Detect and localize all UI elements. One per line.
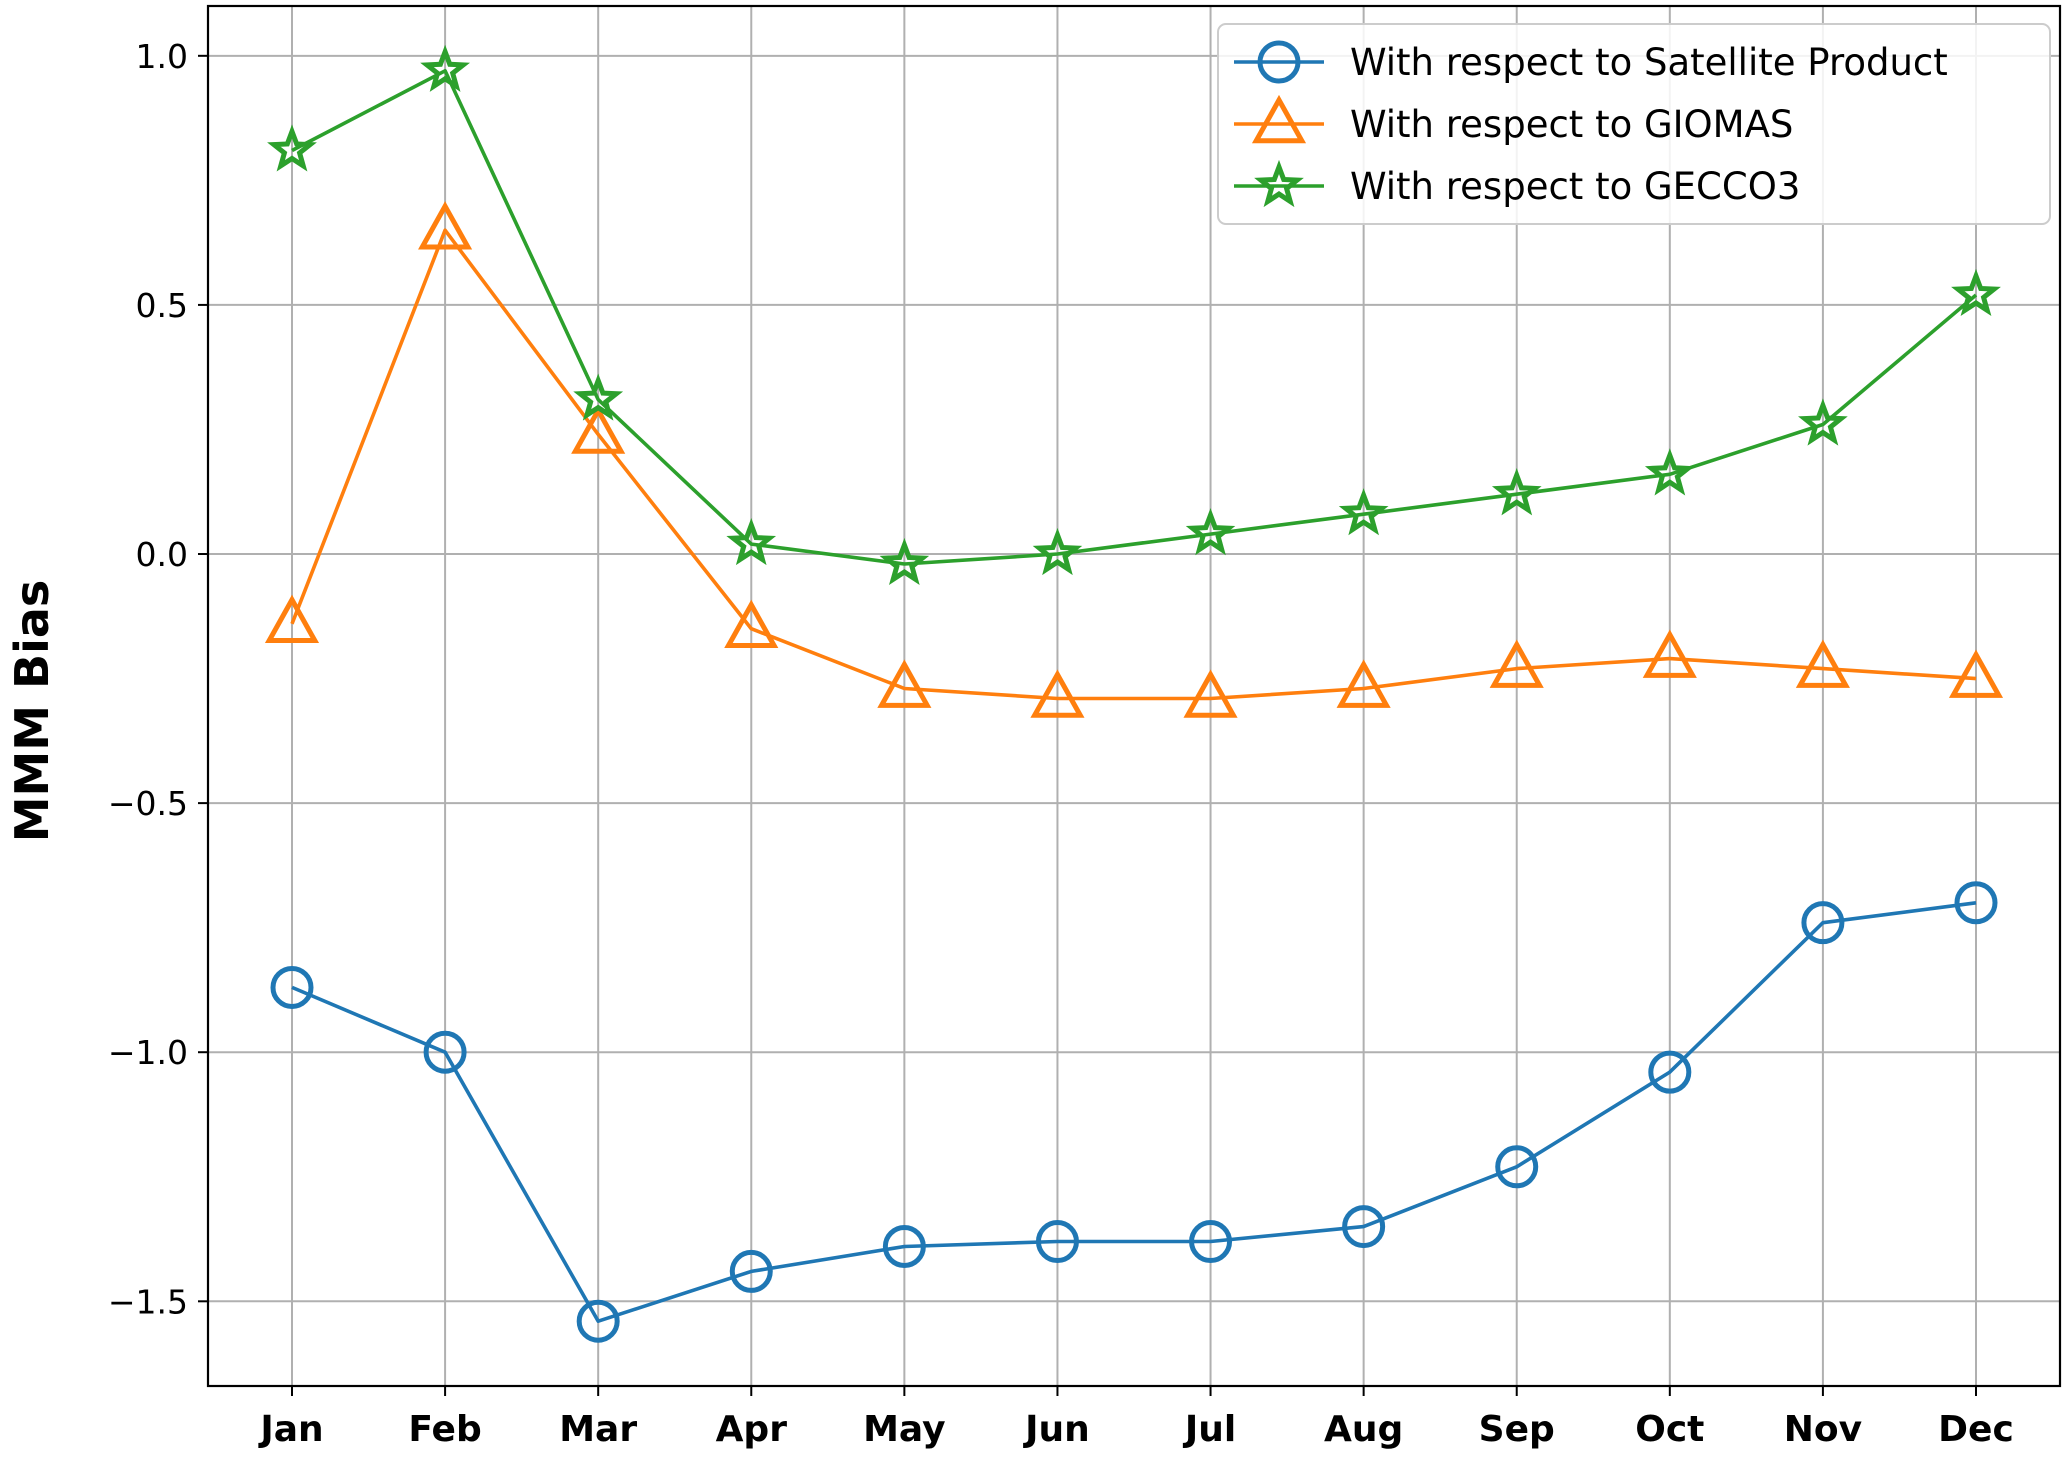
series-1 — [270, 881, 1998, 1343]
legend-marker — [1257, 40, 1301, 84]
x-tick-label: Aug — [1324, 1409, 1403, 1450]
data-point-marker — [1342, 1205, 1386, 1249]
plot-frame — [206, 4, 2062, 1388]
data-point-marker — [724, 599, 779, 649]
data-point-marker — [1954, 881, 1998, 925]
data-point-marker — [879, 537, 930, 586]
data-point-marker — [576, 1299, 620, 1343]
data-point-marker — [1189, 1220, 1233, 1264]
data-point-marker — [1948, 649, 2004, 698]
legend-label: With respect to Satellite Product — [1350, 41, 1948, 84]
y-tick-label: 1.0 — [136, 37, 188, 76]
x-tick-label: Feb — [408, 1409, 481, 1450]
y-axis: −1.5 −1.0 −0.5 0.0 0.5 1.0 — [108, 37, 208, 1321]
x-tick-label: Mar — [559, 1409, 637, 1450]
legend-item: With respect to GECCO3 — [1234, 159, 1800, 208]
data-point-marker — [882, 1225, 926, 1269]
data-point-marker — [877, 659, 932, 708]
data-point-marker — [1183, 669, 1238, 718]
legend-label: With respect to GECCO3 — [1350, 165, 1800, 208]
x-tick-label: Jul — [1182, 1409, 1236, 1450]
data-point-marker — [1951, 268, 2001, 317]
data-point-marker — [1648, 1050, 1692, 1094]
series-layer — [264, 44, 2004, 1343]
legend-item: With respect to Satellite Product — [1234, 40, 1948, 84]
data-point-marker — [1338, 488, 1389, 536]
series-2 — [264, 201, 2004, 718]
y-tick-label: 0.5 — [136, 286, 188, 325]
data-point-marker — [423, 1030, 467, 1074]
legend-box — [1217, 23, 2051, 225]
data-point-marker — [1795, 639, 1850, 688]
y-axis-title: MMM Bias — [5, 580, 59, 843]
data-point-marker — [1798, 398, 1848, 446]
x-axis: Jan Feb Mar Apr May Jun Jul Aug Sep Oct Nov Dec — [257, 1386, 2014, 1450]
data-point-marker — [420, 44, 471, 92]
series-line — [291, 69, 1978, 566]
data-point-marker — [1491, 468, 1542, 516]
legend-marker — [1251, 94, 1307, 144]
data-point-marker — [1185, 507, 1236, 556]
x-tick-label: Jan — [257, 1409, 323, 1450]
y-tick-label: −1.0 — [108, 1033, 188, 1072]
data-point-marker — [1336, 659, 1391, 708]
y-tick-label: 0.0 — [136, 535, 188, 574]
data-point-marker — [571, 405, 626, 454]
legend-marker — [1254, 159, 1304, 208]
data-point-marker — [1495, 1145, 1539, 1189]
series-line — [291, 901, 1977, 1323]
x-tick-label: Nov — [1784, 1409, 1862, 1450]
x-tick-label: Sep — [1479, 1409, 1555, 1450]
legend: With respect to Satellite Product With re… — [1217, 23, 2051, 225]
y-tick-label: −0.5 — [108, 784, 188, 823]
legend-label: With respect to GIOMAS — [1350, 103, 1793, 146]
x-tick-label: Dec — [1938, 1409, 2014, 1450]
data-point-marker — [1489, 639, 1544, 688]
legend-item: With respect to GIOMAS — [1234, 94, 1793, 146]
data-point-marker — [1035, 1220, 1079, 1264]
series-line — [290, 228, 1977, 701]
x-tick-label: Oct — [1635, 1409, 1704, 1450]
data-point-marker — [1801, 901, 1845, 945]
data-point-marker — [573, 373, 624, 421]
x-tick-label: May — [863, 1409, 945, 1450]
data-point-marker — [1642, 629, 1697, 678]
y-tick-label: −1.5 — [108, 1282, 188, 1321]
data-point-marker — [729, 1249, 773, 1293]
x-tick-label: Apr — [716, 1409, 788, 1450]
data-point-marker — [418, 201, 473, 250]
x-tick-label: Jun — [1022, 1409, 1090, 1450]
data-point-marker — [267, 124, 317, 172]
data-point-marker — [726, 517, 777, 566]
data-point-marker — [264, 594, 320, 644]
data-point-marker — [1644, 448, 1695, 496]
data-point-marker — [270, 965, 314, 1009]
series-3 — [267, 44, 2001, 586]
data-point-marker — [1032, 527, 1083, 576]
data-point-marker — [1030, 669, 1085, 718]
